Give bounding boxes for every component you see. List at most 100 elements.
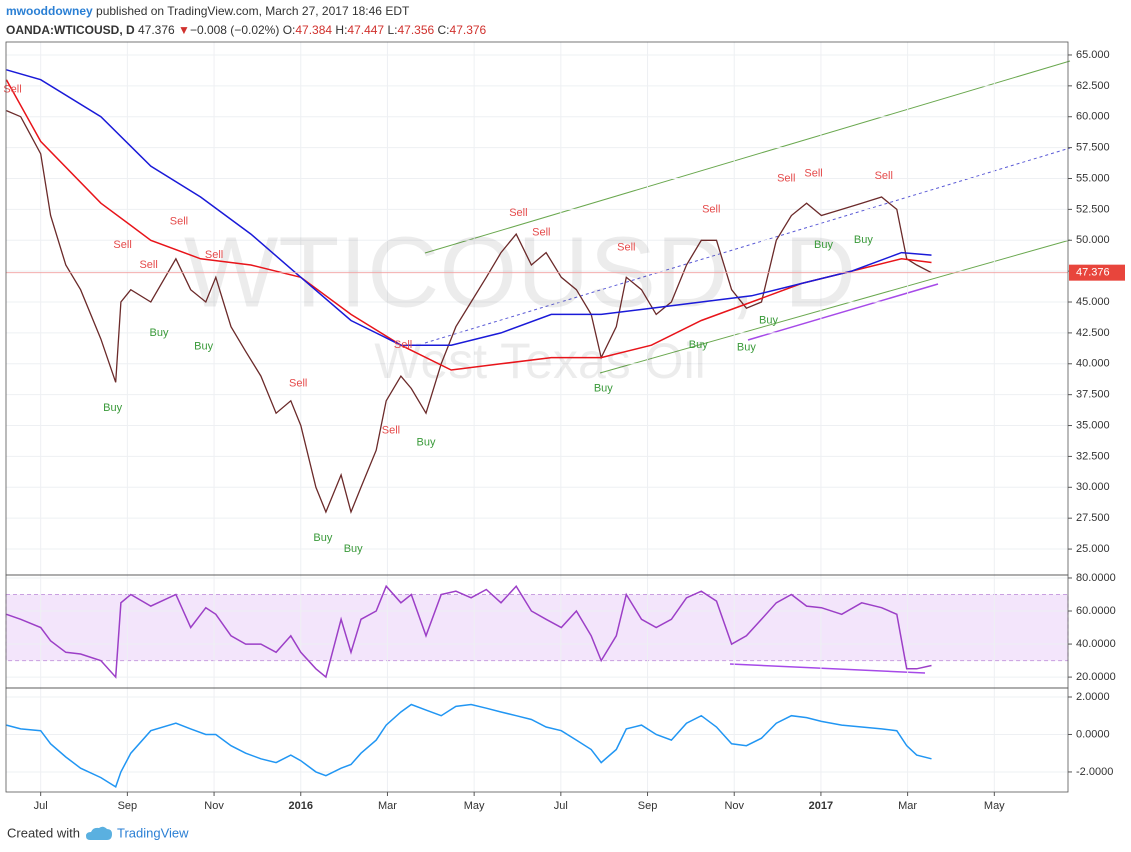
signal-label: Sell [139,259,157,271]
signal-label: Sell [617,242,635,254]
channel-top [424,60,1071,254]
y-tick-label: 0.0000 [1076,728,1110,740]
signal-label: Buy [759,314,778,326]
footer-created: Created with [7,825,80,840]
signal-label: Buy [854,234,873,246]
x-tick-label: 2017 [809,800,833,812]
y-tick-label: 35.000 [1076,419,1110,431]
y-tick-label: 45.000 [1076,296,1110,308]
open-label: O: [282,23,296,37]
series-line [6,584,932,679]
x-tick-label: Mar [378,800,397,812]
x-tick-label: Mar [898,800,917,812]
pane [5,575,1069,688]
x-tick-label: May [464,800,485,812]
quote-line: OANDA:WTICOUSD, D 47.376 ▼−0.008 (−0.02%… [6,23,486,37]
series-line [5,79,932,371]
signal-label: Sell [509,207,527,219]
signal-label: Buy [737,342,756,354]
signal-label: Sell [113,239,131,251]
channel-mid [424,147,1071,344]
signal-label: Buy [313,532,332,544]
symbol: OANDA:WTICOUSD, D [6,23,135,37]
channel-bottom [599,239,1071,374]
signal-label: Sell [875,170,893,182]
y-tick-label: 20.0000 [1076,671,1116,683]
y-tick-label: 60.0000 [1076,605,1116,617]
signal-label: Sell [702,203,720,215]
y-tick-label: 50.000 [1076,234,1110,246]
y-tick-label: 80.0000 [1076,572,1116,584]
signal-label: Sell [205,249,223,261]
high: 47.447 [347,23,385,37]
signal-label: Buy [417,437,436,449]
high-label: H: [335,23,348,37]
last: 47.376 [138,23,175,37]
close: 47.376 [449,23,487,37]
signal-label: Sell [382,424,400,436]
watermark-sub: West Texas Oil [374,333,706,389]
low-label: L: [387,23,398,37]
y-tick-label: 65.000 [1076,49,1110,61]
signal-label: Sell [394,339,412,351]
footer-brand[interactable]: TradingView [117,825,189,840]
signal-label: Sell [289,377,307,389]
signal-label: Sell [532,227,550,239]
y-tick-label: 30.000 [1076,481,1110,493]
signal-label: Sell [3,83,21,95]
x-tick-label: Jul [554,800,568,812]
y-tick-label: 2.0000 [1076,691,1110,703]
signal-label: Buy [594,382,613,394]
pane-border [5,687,1069,793]
pane [6,688,1068,792]
rsi-band [5,593,1069,662]
y-tick-label: 25.000 [1076,543,1110,555]
support-line [747,283,939,341]
y-tick-label: 40.0000 [1076,638,1116,650]
signal-label: Buy [103,402,122,414]
y-tick-label: 37.500 [1076,389,1110,401]
change: −0.008 (−0.02%) [189,23,280,37]
y-tick-label: -2.0000 [1076,766,1113,778]
y-tick-label: 42.500 [1076,327,1110,339]
signal-label: Buy [814,239,833,251]
signal-label: Buy [689,339,708,351]
x-tick-label: May [984,800,1005,812]
y-tick-label: 62.500 [1076,80,1110,92]
last-price-box [1069,264,1125,281]
y-tick-label: 27.500 [1076,512,1110,524]
x-tick-label: Sep [118,800,138,812]
x-tick-label: Jul [34,800,48,812]
y-tick-label: 57.500 [1076,142,1110,154]
arrow: ▼ [178,23,190,37]
rsi-trend [729,663,926,674]
x-tick-label: 2016 [289,800,313,812]
x-tick-label: Nov [204,800,224,812]
open: 47.384 [295,23,333,37]
x-tick-label: Sep [638,800,658,812]
y-tick-label: 52.500 [1076,203,1110,215]
x-tick-label: Nov [724,800,744,812]
series-line [6,69,932,346]
signal-label: Sell [804,167,822,179]
logo [86,826,112,840]
low: 47.356 [397,23,435,37]
published: published on TradingView.com, March 27, … [96,4,410,18]
close-label: C: [437,23,450,37]
overlay-layer: 25.000 27.500 30.000 32.500 35.000 37.500 40.0… [5,41,1125,812]
series-line [6,703,932,789]
signal-label: Buy [344,543,363,555]
signal-label: Sell [170,216,188,228]
last-price-label: 47.376 [1076,267,1110,279]
signal-label: Buy [194,340,213,352]
y-tick-label: 60.000 [1076,111,1110,123]
signal-label: Buy [150,327,169,339]
signal-label: Sell [777,172,795,184]
author[interactable]: mwooddowney [6,4,93,18]
y-tick-label: 32.500 [1076,450,1110,462]
trendlines [424,60,1071,674]
